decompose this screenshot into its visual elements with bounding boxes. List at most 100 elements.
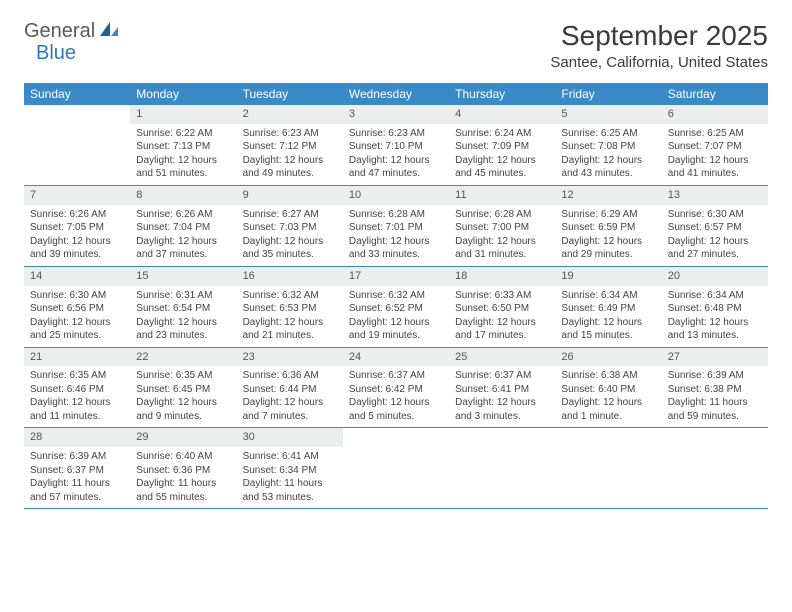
week-row: 21Sunrise: 6:35 AMSunset: 6:46 PMDayligh… <box>24 348 768 429</box>
day-body: Sunrise: 6:26 AMSunset: 7:05 PMDaylight:… <box>24 205 130 266</box>
weeks-container: 1Sunrise: 6:22 AMSunset: 7:13 PMDaylight… <box>24 105 768 509</box>
day-body: Sunrise: 6:29 AMSunset: 6:59 PMDaylight:… <box>555 205 661 266</box>
day-body: Sunrise: 6:32 AMSunset: 6:52 PMDaylight:… <box>343 286 449 347</box>
weekday-wednesday: Wednesday <box>343 83 449 105</box>
sunrise-text: Sunrise: 6:24 AM <box>455 127 549 141</box>
day-cell: 10Sunrise: 6:28 AMSunset: 7:01 PMDayligh… <box>343 186 449 266</box>
sunrise-text: Sunrise: 6:28 AM <box>349 208 443 222</box>
daylight-text: Daylight: 11 hours and 53 minutes. <box>243 477 337 504</box>
sunrise-text: Sunrise: 6:32 AM <box>349 289 443 303</box>
day-number: 30 <box>237 428 343 447</box>
sunrise-text: Sunrise: 6:31 AM <box>136 289 230 303</box>
sunrise-text: Sunrise: 6:22 AM <box>136 127 230 141</box>
day-cell <box>24 105 130 185</box>
day-body: Sunrise: 6:33 AMSunset: 6:50 PMDaylight:… <box>449 286 555 347</box>
daylight-text: Daylight: 12 hours and 51 minutes. <box>136 154 230 181</box>
week-row: 1Sunrise: 6:22 AMSunset: 7:13 PMDaylight… <box>24 105 768 186</box>
daylight-text: Daylight: 12 hours and 17 minutes. <box>455 316 549 343</box>
sunrise-text: Sunrise: 6:40 AM <box>136 450 230 464</box>
sunset-text: Sunset: 6:40 PM <box>561 383 655 397</box>
daylight-text: Daylight: 12 hours and 23 minutes. <box>136 316 230 343</box>
day-number: 12 <box>555 186 661 205</box>
day-cell: 18Sunrise: 6:33 AMSunset: 6:50 PMDayligh… <box>449 267 555 347</box>
sunrise-text: Sunrise: 6:37 AM <box>349 369 443 383</box>
daylight-text: Daylight: 12 hours and 43 minutes. <box>561 154 655 181</box>
daylight-text: Daylight: 12 hours and 25 minutes. <box>30 316 124 343</box>
daylight-text: Daylight: 12 hours and 3 minutes. <box>455 396 549 423</box>
daylight-text: Daylight: 12 hours and 45 minutes. <box>455 154 549 181</box>
sunset-text: Sunset: 6:50 PM <box>455 302 549 316</box>
sunset-text: Sunset: 6:59 PM <box>561 221 655 235</box>
location-text: Santee, California, United States <box>550 54 768 71</box>
day-number: 19 <box>555 267 661 286</box>
day-number: 10 <box>343 186 449 205</box>
day-number <box>555 428 661 432</box>
sunset-text: Sunset: 6:42 PM <box>349 383 443 397</box>
day-number: 27 <box>662 348 768 367</box>
day-cell: 30 Sunrise: 6:41 AMSunset: 6:34 PMDayligh… <box>237 428 343 508</box>
daylight-text: Daylight: 12 hours and 41 minutes. <box>668 154 762 181</box>
day-cell <box>662 428 768 508</box>
sunset-text: Sunset: 6:34 PM <box>243 464 337 478</box>
title-block: September 2025 Santee, California, Unite… <box>550 20 768 71</box>
week-row: 7Sunrise: 6:26 AMSunset: 7:05 PMDaylight… <box>24 186 768 267</box>
day-body: Sunrise: 6:34 AMSunset: 6:48 PMDaylight:… <box>662 286 768 347</box>
sunset-text: Sunset: 7:08 PM <box>561 140 655 154</box>
sunset-text: Sunset: 7:12 PM <box>243 140 337 154</box>
day-cell: 11Sunrise: 6:28 AMSunset: 7:00 PMDayligh… <box>449 186 555 266</box>
day-body: Sunrise: 6:32 AMSunset: 6:53 PMDaylight:… <box>237 286 343 347</box>
weekday-header-row: SundayMondayTuesdayWednesdayThursdayFrid… <box>24 83 768 105</box>
sunrise-text: Sunrise: 6:41 AM <box>243 450 337 464</box>
day-body: Sunrise: 6:30 AMSunset: 6:56 PMDaylight:… <box>24 286 130 347</box>
sunset-text: Sunset: 6:52 PM <box>349 302 443 316</box>
logo-text-blue: Blue <box>36 42 76 64</box>
day-number: 23 <box>237 348 343 367</box>
sunrise-text: Sunrise: 6:23 AM <box>243 127 337 141</box>
sunset-text: Sunset: 6:54 PM <box>136 302 230 316</box>
day-number <box>449 428 555 432</box>
day-body: Sunrise: 6:23 AMSunset: 7:12 PMDaylight:… <box>237 124 343 185</box>
day-cell: 9Sunrise: 6:27 AMSunset: 7:03 PMDaylight… <box>237 186 343 266</box>
day-body: Sunrise: 6:28 AMSunset: 7:00 PMDaylight:… <box>449 205 555 266</box>
day-cell: 7Sunrise: 6:26 AMSunset: 7:05 PMDaylight… <box>24 186 130 266</box>
sunset-text: Sunset: 7:04 PM <box>136 221 230 235</box>
day-number <box>662 428 768 432</box>
day-number: 17 <box>343 267 449 286</box>
day-number <box>343 428 449 432</box>
day-body: Sunrise: 6:37 AMSunset: 6:42 PMDaylight:… <box>343 366 449 427</box>
sunrise-text: Sunrise: 6:39 AM <box>668 369 762 383</box>
day-cell: 29Sunrise: 6:40 AMSunset: 6:36 PMDayligh… <box>130 428 236 508</box>
day-body: Sunrise: 6:28 AMSunset: 7:01 PMDaylight:… <box>343 205 449 266</box>
sunrise-text: Sunrise: 6:39 AM <box>30 450 124 464</box>
day-cell: 4Sunrise: 6:24 AMSunset: 7:09 PMDaylight… <box>449 105 555 185</box>
day-cell: 17Sunrise: 6:32 AMSunset: 6:52 PMDayligh… <box>343 267 449 347</box>
sunset-text: Sunset: 7:09 PM <box>455 140 549 154</box>
daylight-text: Daylight: 12 hours and 29 minutes. <box>561 235 655 262</box>
weekday-friday: Friday <box>555 83 661 105</box>
daylight-text: Daylight: 12 hours and 39 minutes. <box>30 235 124 262</box>
day-number: 1 <box>130 105 236 124</box>
day-cell: 26Sunrise: 6:38 AMSunset: 6:40 PMDayligh… <box>555 348 661 428</box>
day-body: Sunrise: 6:22 AMSunset: 7:13 PMDaylight:… <box>130 124 236 185</box>
day-body: Sunrise: 6:36 AMSunset: 6:44 PMDaylight:… <box>237 366 343 427</box>
sunrise-text: Sunrise: 6:33 AM <box>455 289 549 303</box>
sunset-text: Sunset: 6:56 PM <box>30 302 124 316</box>
day-cell: 23Sunrise: 6:36 AMSunset: 6:44 PMDayligh… <box>237 348 343 428</box>
day-cell: 24Sunrise: 6:37 AMSunset: 6:42 PMDayligh… <box>343 348 449 428</box>
day-cell: 16Sunrise: 6:32 AMSunset: 6:53 PMDayligh… <box>237 267 343 347</box>
day-cell: 5Sunrise: 6:25 AMSunset: 7:08 PMDaylight… <box>555 105 661 185</box>
weekday-sunday: Sunday <box>24 83 130 105</box>
day-body: Sunrise: 6:40 AMSunset: 6:36 PMDaylight:… <box>130 447 236 508</box>
sunrise-text: Sunrise: 6:29 AM <box>561 208 655 222</box>
daylight-text: Daylight: 11 hours and 57 minutes. <box>30 477 124 504</box>
sunrise-text: Sunrise: 6:28 AM <box>455 208 549 222</box>
day-number: 16 <box>237 267 343 286</box>
sunset-text: Sunset: 6:53 PM <box>243 302 337 316</box>
day-body: Sunrise: 6:25 AMSunset: 7:07 PMDaylight:… <box>662 124 768 185</box>
day-number: 5 <box>555 105 661 124</box>
calendar: SundayMondayTuesdayWednesdayThursdayFrid… <box>24 83 768 509</box>
day-cell: 20Sunrise: 6:34 AMSunset: 6:48 PMDayligh… <box>662 267 768 347</box>
sunrise-text: Sunrise: 6:30 AM <box>668 208 762 222</box>
day-cell: 1Sunrise: 6:22 AMSunset: 7:13 PMDaylight… <box>130 105 236 185</box>
sunset-text: Sunset: 7:03 PM <box>243 221 337 235</box>
